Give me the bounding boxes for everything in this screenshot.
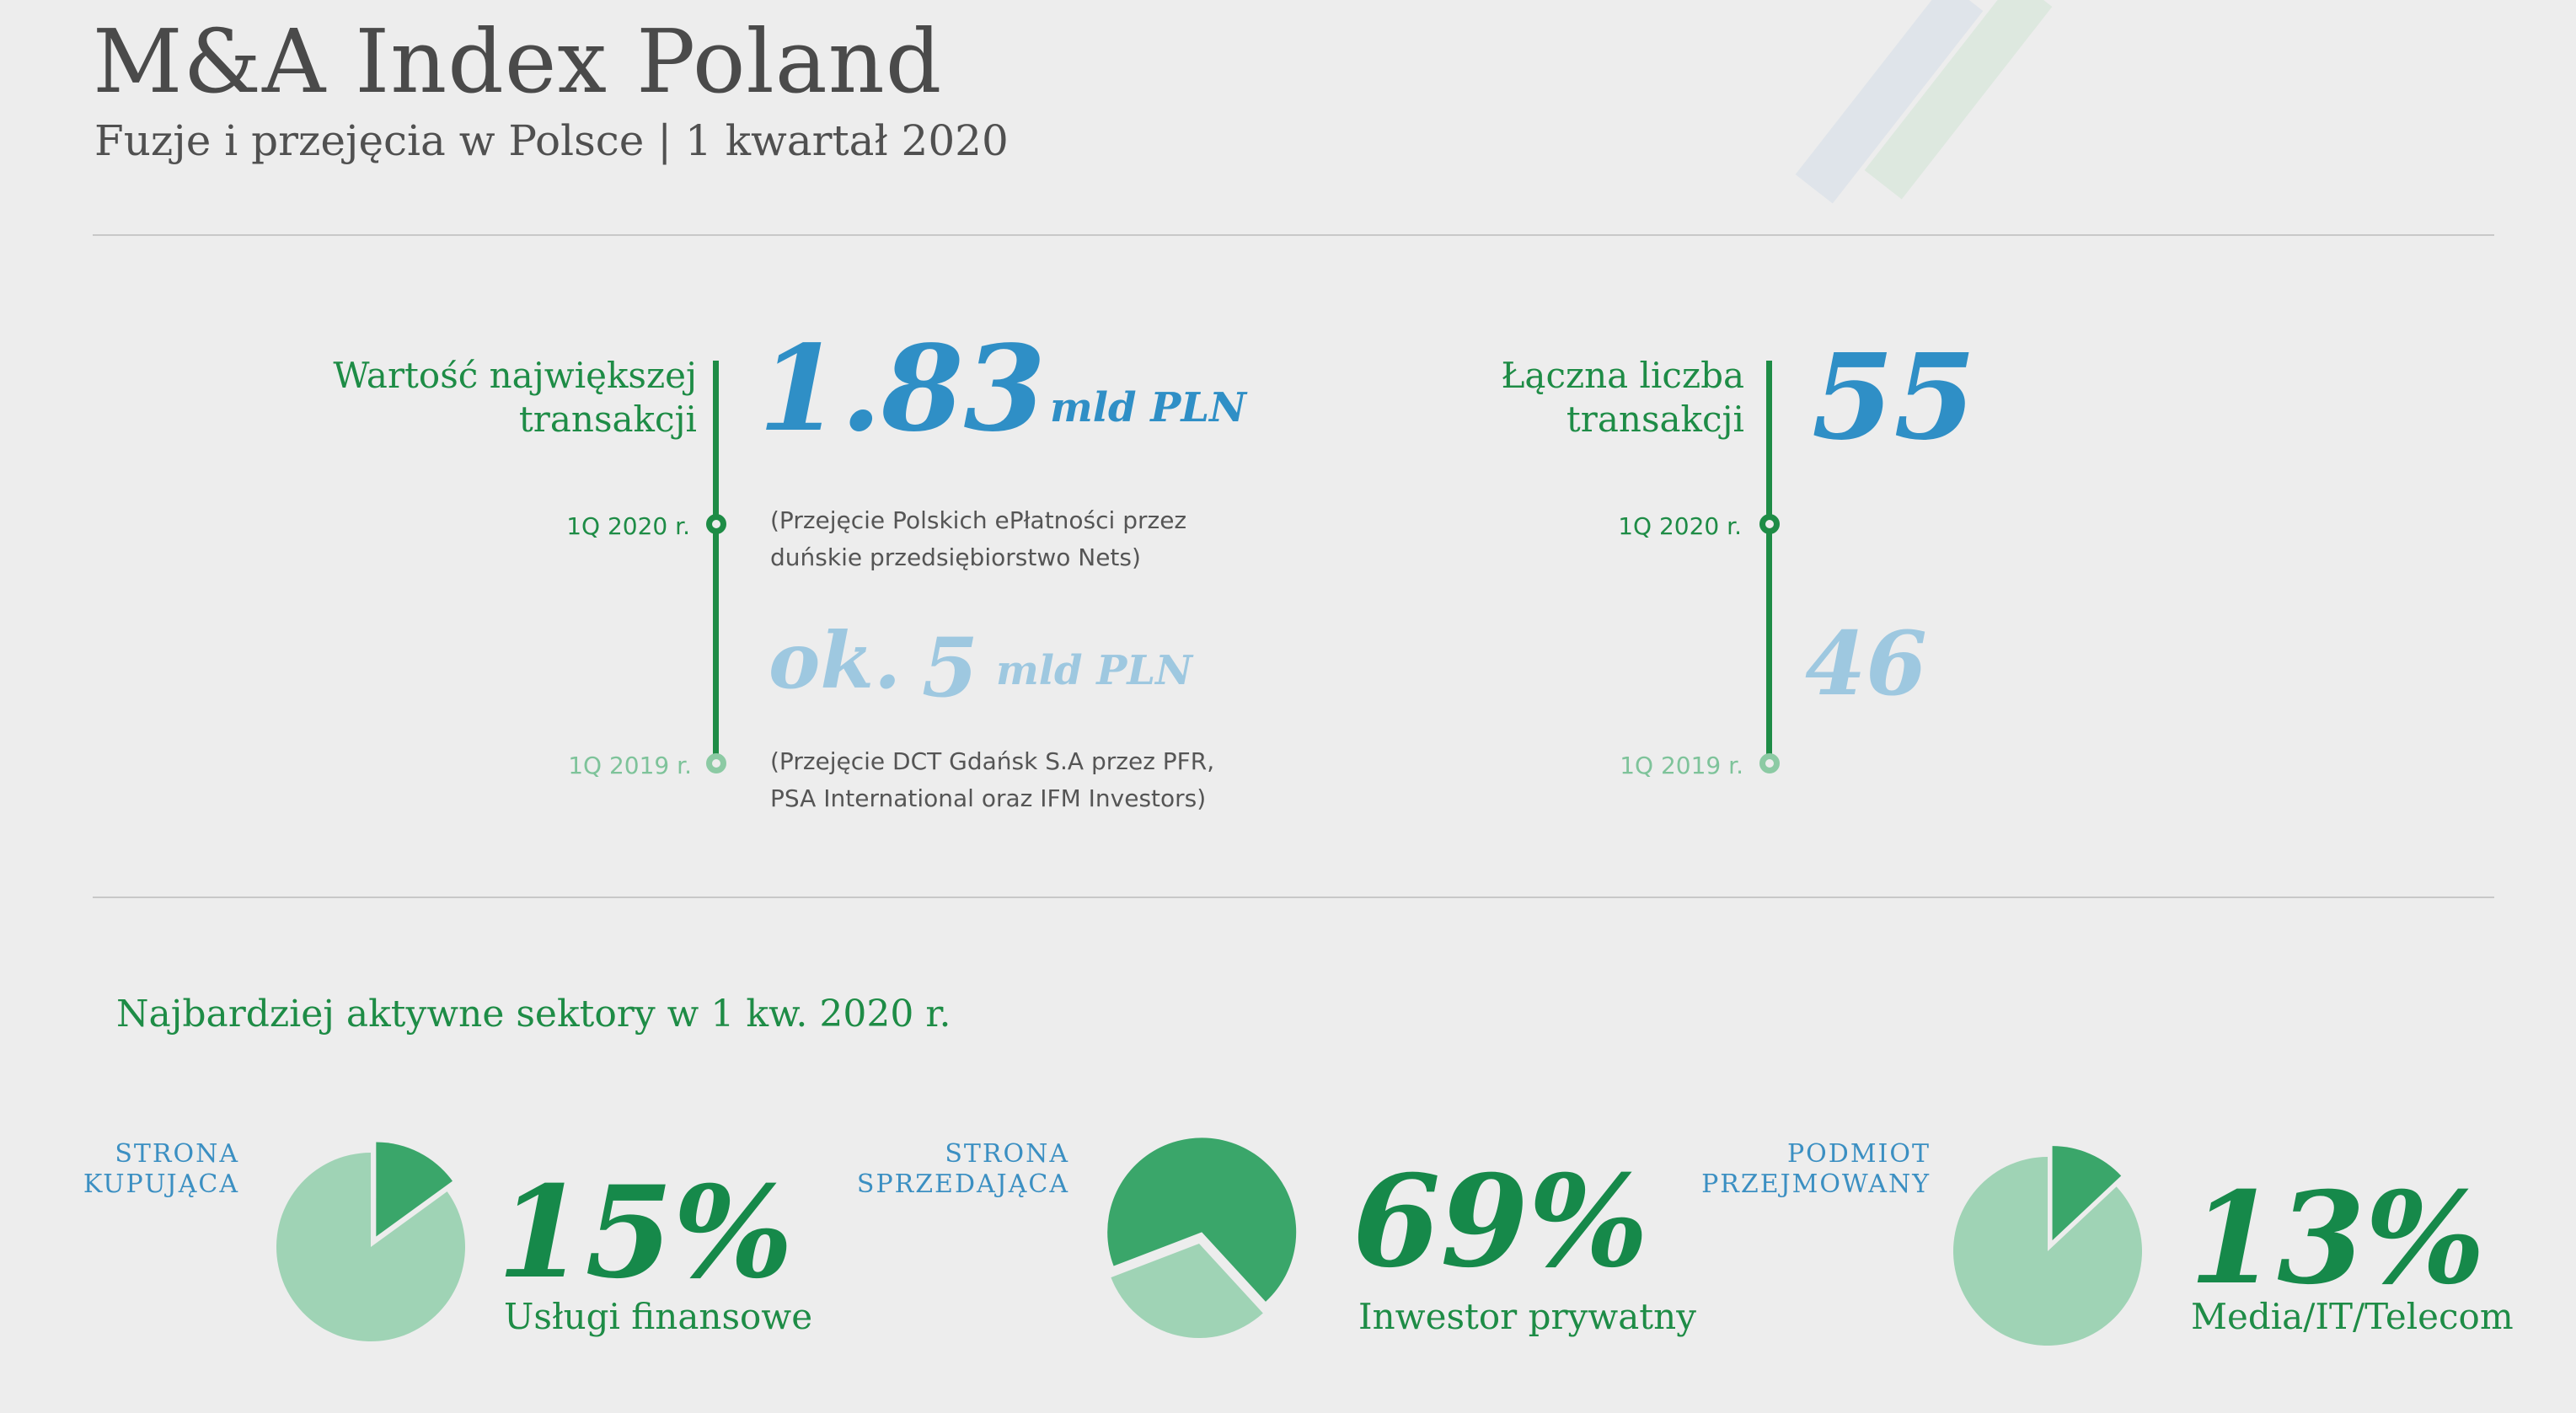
pie-label-seller-line1: STRONA [945, 1139, 1069, 1169]
pie-category-target: Media/IT/Telecom [2191, 1296, 2514, 1337]
pie-percent-seller: 69% [1352, 1148, 1649, 1296]
count-dot-current [1759, 514, 1780, 534]
largest-transaction-unit-previous: mld PLN [996, 647, 1193, 694]
pie-label-buyer: STRONA KUPUJĄCA [83, 1139, 239, 1200]
pie-slice-rest [1953, 1157, 2142, 1346]
pie-label-seller: STRONA SPRZEDAJĄCA [857, 1139, 1069, 1200]
largest-transaction-note-previous: (Przejęcie DCT Gdańsk S.A przez PFR, PSA… [770, 743, 1214, 817]
transaction-count-label: Łączna liczba transakcji [1424, 354, 1744, 442]
largest-transaction-label: Wartość największej transakcji [236, 354, 697, 442]
note-previous-line2: PSA International oraz IFM Investors) [770, 784, 1207, 812]
pie-slice-rest [276, 1153, 465, 1341]
largest-transaction-value-previous: 5 [922, 620, 978, 715]
transaction-count-label-line2: transakcji [1566, 399, 1744, 440]
count-period-previous: 1Q 2019 r. [1620, 752, 1743, 779]
largest-transaction-unit-current: mld PLN [1050, 384, 1247, 431]
pie-slice-highlight [2052, 1146, 2122, 1241]
pie-label-target: PODMIOT PRZEJMOWANY [1701, 1139, 1931, 1200]
pie-percent-buyer: 15% [497, 1159, 794, 1307]
pie-label-buyer-line2: KUPUJĄCA [83, 1169, 239, 1199]
period-current: 1Q 2020 r. [566, 512, 690, 540]
pie-label-target-line1: PODMIOT [1786, 1139, 1931, 1169]
pie-label-target-line2: PRZEJMOWANY [1701, 1169, 1931, 1199]
pie-slice-highlight [376, 1142, 453, 1237]
pie-category-buyer: Usługi finansowe [504, 1296, 813, 1337]
pie-chart-target [1953, 1146, 2142, 1346]
pie-label-seller-line2: SPRZEDAJĄCA [856, 1169, 1069, 1199]
page-subtitle: Fuzje i przejęcia w Polsce | 1 kwartał 2… [94, 116, 1009, 165]
largest-transaction-note-current: (Przejęcie Polskich ePłatności przez duń… [770, 502, 1186, 576]
note-current-line2: duńskie przedsiębiorstwo Nets) [770, 543, 1141, 571]
largest-transaction-prefix-previous: ok. [769, 615, 902, 706]
pie-chart-buyer [276, 1142, 465, 1341]
largest-transaction-label-text: Wartość największej transakcji [333, 355, 697, 440]
count-dot-previous [1759, 753, 1780, 773]
sectors-heading: Najbardziej aktywne sektory w 1 kw. 2020… [116, 993, 951, 1036]
timeline-dot-current [706, 514, 726, 534]
pie-label-buyer-line1: STRONA [115, 1139, 239, 1169]
transaction-count-label-line1: Łączna liczba [1501, 355, 1744, 396]
count-period-current: 1Q 2020 r. [1618, 512, 1742, 540]
largest-transaction-timeline [713, 361, 719, 763]
note-previous-line1: (Przejęcie DCT Gdańsk S.A przez PFR, [770, 747, 1215, 775]
pie-slice-highlight [1107, 1137, 1297, 1302]
transaction-count-timeline [1766, 361, 1772, 763]
page-title: M&A Index Poland [93, 10, 943, 113]
pie-percent-target: 13% [2189, 1164, 2486, 1313]
transaction-count-previous: 46 [1805, 612, 1927, 715]
top-divider [93, 234, 2494, 236]
largest-transaction-value-current: 1.83 [758, 320, 1046, 458]
period-previous: 1Q 2019 r. [568, 752, 692, 779]
note-current-line1: (Przejęcie Polskich ePłatności przez [770, 506, 1187, 534]
timeline-dot-previous [706, 753, 726, 773]
transaction-count-current: 55 [1812, 329, 1976, 467]
pie-chart-seller [1107, 1137, 1297, 1338]
middle-divider [93, 897, 2494, 898]
pie-category-seller: Inwestor prywatny [1358, 1296, 1696, 1337]
pie-slice-rest [1111, 1244, 1263, 1338]
